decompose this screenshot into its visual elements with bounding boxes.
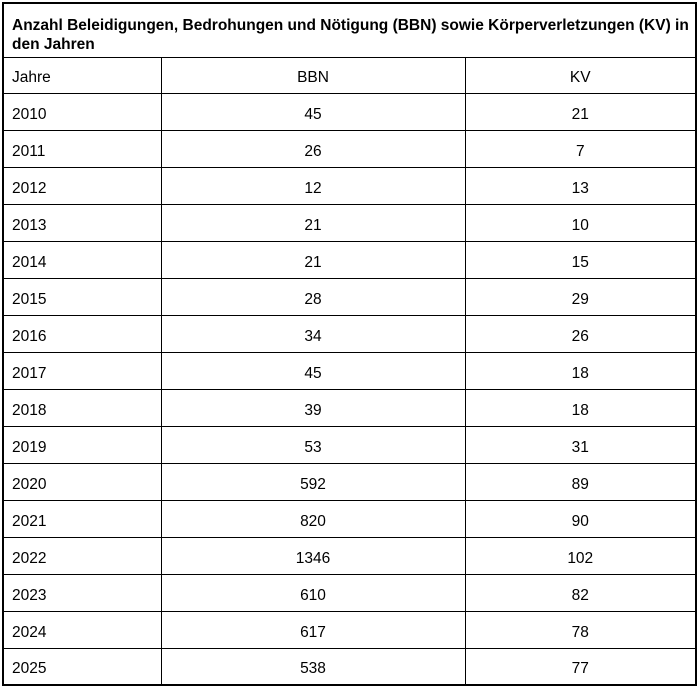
table-row: 2018 39 18 <box>2 388 697 427</box>
year-cell: 2016 <box>2 314 162 353</box>
bbn-cell: 820 <box>160 499 466 538</box>
table-header-row: Jahre BBN KV <box>2 56 697 94</box>
table-title: Anzahl Beleidigungen, Bedrohungen und Nö… <box>2 2 697 58</box>
bbn-cell: 617 <box>160 610 466 649</box>
year-cell: 2015 <box>2 277 162 316</box>
bbn-cell: 45 <box>160 92 466 131</box>
column-header-kv: KV <box>464 56 697 94</box>
bbn-cell: 610 <box>160 573 466 612</box>
kv-cell: 77 <box>464 647 697 686</box>
bbn-cell: 45 <box>160 351 466 390</box>
table-title-row: Anzahl Beleidigungen, Bedrohungen und Nö… <box>2 2 697 58</box>
table-row: 2011 26 7 <box>2 129 697 168</box>
kv-cell: 90 <box>464 499 697 538</box>
bbn-cell: 53 <box>160 425 466 464</box>
table-row: 2020 592 89 <box>2 462 697 501</box>
kv-cell: 89 <box>464 462 697 501</box>
bbn-cell: 21 <box>160 240 466 279</box>
year-cell: 2017 <box>2 351 162 390</box>
year-cell: 2020 <box>2 462 162 501</box>
table-row: 2015 28 29 <box>2 277 697 316</box>
column-header-bbn: BBN <box>160 56 466 94</box>
bbn-cell: 1346 <box>160 536 466 575</box>
bbn-cell: 28 <box>160 277 466 316</box>
year-cell: 2013 <box>2 203 162 242</box>
year-cell: 2011 <box>2 129 162 168</box>
table-row: 2014 21 15 <box>2 240 697 279</box>
year-cell: 2022 <box>2 536 162 575</box>
year-cell: 2014 <box>2 240 162 279</box>
table-row: 2017 45 18 <box>2 351 697 390</box>
kv-cell: 15 <box>464 240 697 279</box>
kv-cell: 26 <box>464 314 697 353</box>
bbn-cell: 26 <box>160 129 466 168</box>
year-cell: 2021 <box>2 499 162 538</box>
year-cell: 2023 <box>2 573 162 612</box>
year-cell: 2012 <box>2 166 162 205</box>
kv-cell: 102 <box>464 536 697 575</box>
year-cell: 2025 <box>2 647 162 686</box>
table-row: 2025 538 77 <box>2 647 697 686</box>
column-header-jahre: Jahre <box>2 56 162 94</box>
table-row: 2013 21 10 <box>2 203 697 242</box>
table-row: 2023 610 82 <box>2 573 697 612</box>
kv-cell: 18 <box>464 388 697 427</box>
table-row: 2019 53 31 <box>2 425 697 464</box>
kv-cell: 29 <box>464 277 697 316</box>
bbn-cell: 34 <box>160 314 466 353</box>
bbn-cell: 592 <box>160 462 466 501</box>
kv-cell: 21 <box>464 92 697 131</box>
year-cell: 2018 <box>2 388 162 427</box>
year-cell: 2019 <box>2 425 162 464</box>
table-row: 2016 34 26 <box>2 314 697 353</box>
kv-cell: 13 <box>464 166 697 205</box>
table-row: 2010 45 21 <box>2 92 697 131</box>
table-row: 2022 1346 102 <box>2 536 697 575</box>
table-row: 2024 617 78 <box>2 610 697 649</box>
year-cell: 2010 <box>2 92 162 131</box>
kv-cell: 78 <box>464 610 697 649</box>
year-cell: 2024 <box>2 610 162 649</box>
bbn-cell: 12 <box>160 166 466 205</box>
table-row: 2012 12 13 <box>2 166 697 205</box>
kv-cell: 31 <box>464 425 697 464</box>
kv-cell: 10 <box>464 203 697 242</box>
bbn-cell: 21 <box>160 203 466 242</box>
table-row: 2021 820 90 <box>2 499 697 538</box>
kv-cell: 82 <box>464 573 697 612</box>
kv-cell: 7 <box>464 129 697 168</box>
bbn-cell: 39 <box>160 388 466 427</box>
bbn-cell: 538 <box>160 647 466 686</box>
kv-cell: 18 <box>464 351 697 390</box>
